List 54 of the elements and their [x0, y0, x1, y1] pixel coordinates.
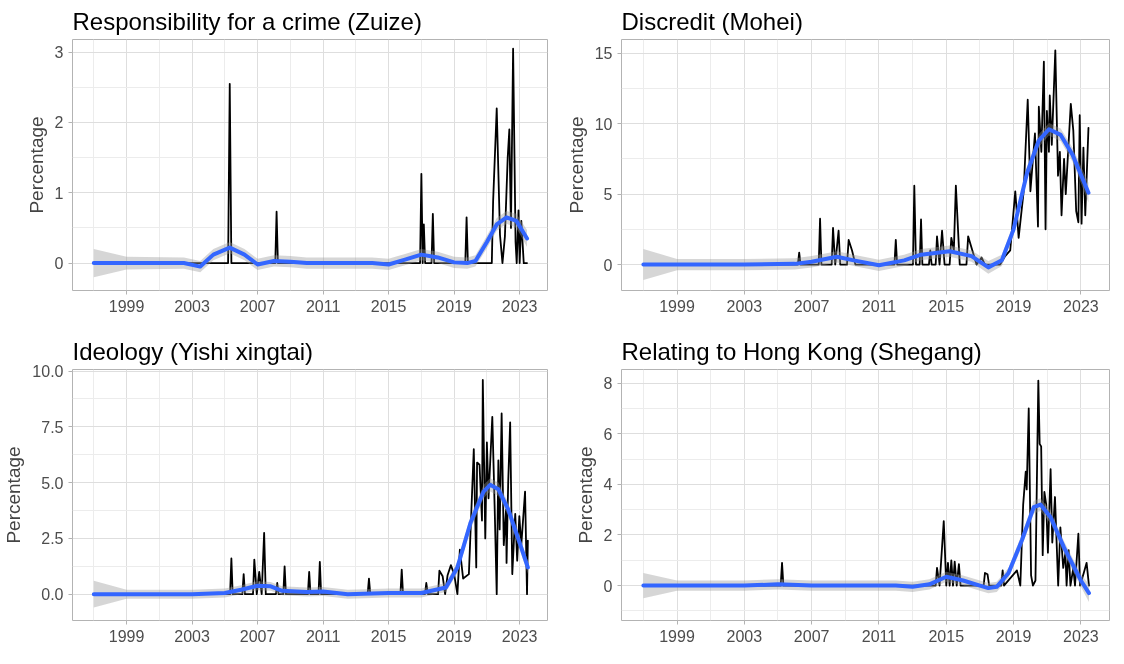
y-axis-title: Percentage — [25, 116, 47, 214]
y-tick-label: 7.5 — [41, 418, 64, 436]
chart-title: Responsibility for a crime (Zuize) — [72, 7, 422, 35]
y-tick-label: 5.0 — [41, 474, 64, 492]
y-tick-label: 0 — [603, 577, 613, 595]
y-tick-label: 10.0 — [32, 363, 64, 381]
x-tick-label: 1999 — [108, 297, 145, 315]
x-tick-label: 2019 — [436, 297, 473, 315]
x-tick-label: 2023 — [1063, 297, 1099, 315]
y-tick-label: 0.0 — [41, 586, 64, 604]
x-tick-label: 2003 — [726, 627, 763, 645]
x-tick-label: 1999 — [659, 297, 695, 315]
x-tick-label: 2003 — [726, 297, 763, 315]
y-tick-label: 1 — [54, 184, 64, 202]
y-tick-label: 8 — [603, 375, 613, 393]
x-tick-label: 2007 — [239, 627, 276, 645]
x-tick-label: 2007 — [793, 627, 830, 645]
x-tick-label: 2023 — [1063, 627, 1099, 645]
x-tick-label: 1999 — [108, 627, 145, 645]
y-tick-label: 4 — [603, 476, 613, 494]
x-tick-label: 2015 — [370, 627, 407, 645]
x-tick-label: 2007 — [239, 297, 276, 315]
y-axis-title: Percentage — [574, 446, 596, 544]
x-tick-label: 2015 — [370, 297, 407, 315]
y-tick-label: 15 — [594, 45, 613, 63]
x-tick-label: 2007 — [793, 297, 830, 315]
x-tick-label: 2023 — [501, 297, 538, 315]
y-tick-label: 2 — [603, 526, 613, 544]
x-tick-label: 2003 — [174, 627, 210, 645]
y-axis-title: Percentage — [565, 116, 587, 214]
x-tick-label: 2019 — [995, 627, 1032, 645]
y-tick-label: 5 — [603, 186, 613, 204]
chart-title: Relating to Hong Kong (Shegang) — [621, 337, 982, 365]
chart-title: Ideology (Yishi xingtai) — [72, 337, 314, 365]
x-tick-label: 2011 — [305, 627, 341, 645]
x-tick-label: 2015 — [928, 297, 965, 315]
x-tick-label: 2003 — [174, 297, 210, 315]
x-tick-label: 2015 — [928, 627, 965, 645]
chart-title: Discredit (Mohei) — [621, 7, 803, 35]
y-tick-label: 10 — [594, 115, 613, 133]
x-tick-label: 2019 — [995, 297, 1032, 315]
y-tick-label: 6 — [603, 425, 613, 443]
y-tick-label: 2.5 — [41, 530, 64, 548]
y-tick-label: 2 — [54, 114, 64, 132]
x-tick-label: 2011 — [305, 297, 341, 315]
y-axis-title: Percentage — [3, 446, 25, 544]
x-tick-label: 1999 — [659, 627, 695, 645]
y-tick-label: 3 — [54, 44, 64, 62]
x-tick-label: 2011 — [861, 627, 897, 645]
y-tick-label: 0 — [603, 256, 613, 274]
x-tick-label: 2023 — [501, 627, 538, 645]
x-tick-label: 2011 — [861, 297, 897, 315]
x-tick-label: 2019 — [436, 627, 473, 645]
y-tick-label: 0 — [54, 255, 64, 273]
